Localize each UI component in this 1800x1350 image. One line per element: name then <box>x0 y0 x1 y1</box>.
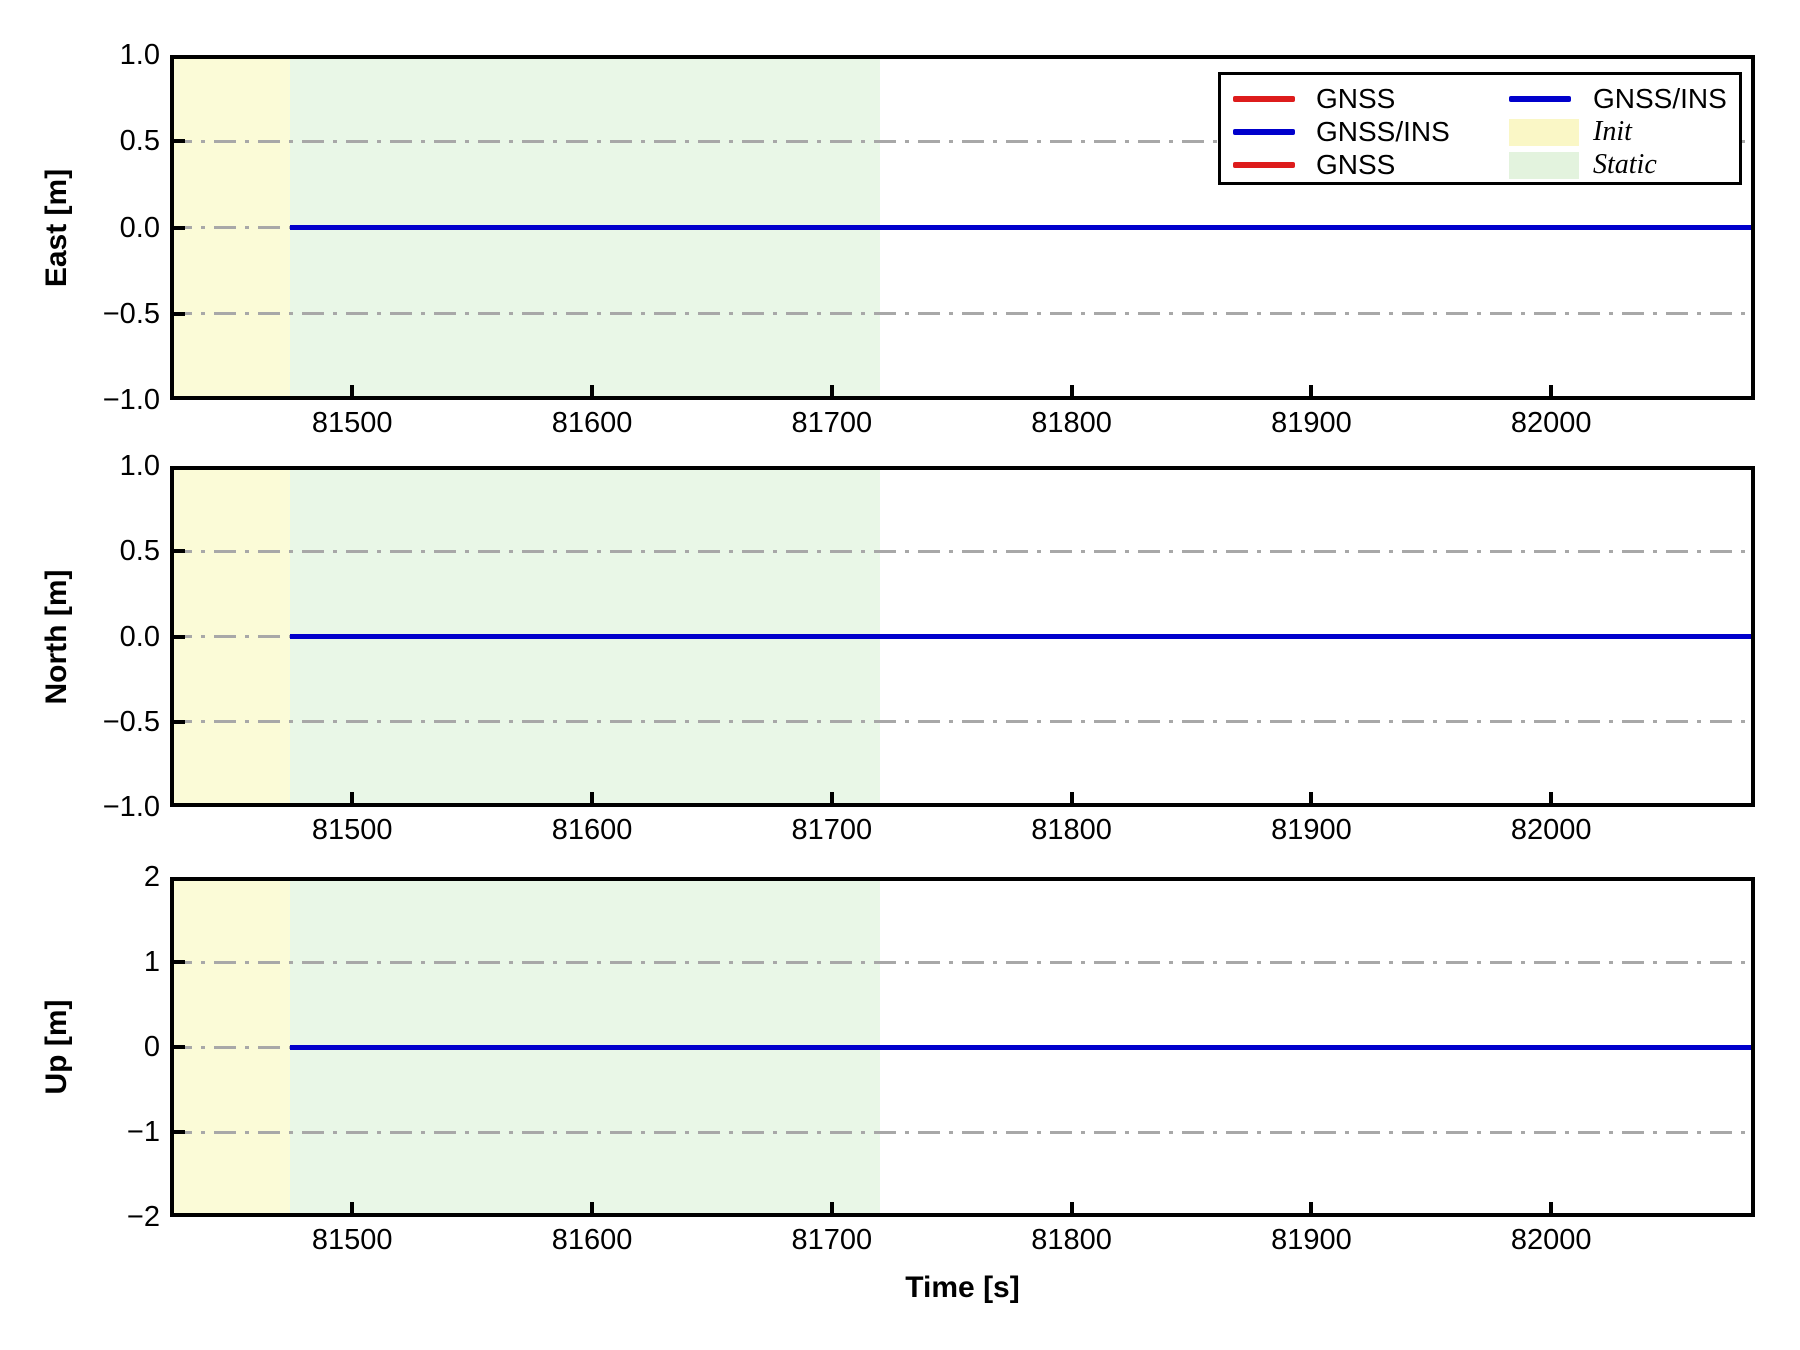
y-tick-label: 0.5 <box>119 535 160 568</box>
y-tick-label: 0.5 <box>119 125 160 158</box>
gridline-y--0.5 <box>170 312 1755 316</box>
x-tick-mark <box>350 385 355 400</box>
x-tick-mark <box>1549 1202 1554 1217</box>
x-axis-label: Time [s] <box>905 1271 1020 1304</box>
x-tick-label: 81500 <box>311 407 393 439</box>
x-tick-mark <box>350 792 355 807</box>
x-tick-label: 82000 <box>1510 407 1592 439</box>
y-axis-label-up: Up [m] <box>40 999 73 1095</box>
gnss-ins-line <box>289 225 1755 230</box>
legend-entry-gnss-swatch <box>1233 96 1295 102</box>
y-tick-label: 2 <box>143 861 160 893</box>
y-tick-label: 1.0 <box>119 450 160 482</box>
y-tick-mark <box>170 719 185 724</box>
legend-entry-gnss-ins-label: GNSS/INS <box>1316 116 1450 147</box>
x-tick-label: 81800 <box>1031 407 1112 439</box>
x-tick-label: 81700 <box>791 1224 873 1256</box>
subplot-up <box>170 877 1755 1217</box>
y-tick-mark <box>170 960 185 964</box>
subplot-north <box>170 466 1755 807</box>
legend: GNSS GNSS/INS GNSS GNSS/INS Init Static <box>1218 72 1742 185</box>
legend-entry-init-swatch <box>1509 119 1579 146</box>
x-tick-mark <box>829 1202 834 1217</box>
legend-entry-gnss-ins-swatch <box>1509 96 1571 102</box>
y-tick-mark <box>170 139 185 144</box>
x-tick-label: 81600 <box>551 1224 633 1256</box>
y-tick-label: 0.0 <box>119 211 160 244</box>
y-tick-label: 1 <box>143 946 160 978</box>
legend-entry-gnss-swatch <box>1233 162 1295 168</box>
y-axis-label-north: North [m] <box>40 569 73 704</box>
gridline-y-1 <box>170 960 1755 964</box>
x-tick-label: 81500 <box>311 1224 393 1256</box>
y-tick-mark <box>170 549 185 554</box>
x-tick-mark <box>829 385 834 400</box>
legend-entry-gnss-ins-label: GNSS/INS <box>1593 83 1727 114</box>
x-tick-label: 82000 <box>1510 814 1592 846</box>
x-tick-label: 81700 <box>791 407 873 439</box>
x-tick-mark <box>1549 792 1554 807</box>
x-tick-mark <box>590 385 595 400</box>
y-tick-label: −0.5 <box>102 297 160 330</box>
y-tick-mark <box>170 225 185 230</box>
x-tick-mark <box>1309 792 1314 807</box>
y-tick-label: −0.5 <box>102 705 160 738</box>
legend-entry-static-swatch <box>1509 152 1579 179</box>
y-tick-label: 1.0 <box>119 39 160 71</box>
x-tick-label: 82000 <box>1510 1224 1592 1256</box>
x-tick-mark <box>1309 1202 1314 1217</box>
x-tick-mark <box>1309 385 1314 400</box>
gnss-ins-line <box>289 1044 1755 1050</box>
y-tick-mark <box>170 1045 185 1049</box>
x-tick-label: 81700 <box>791 814 873 846</box>
y-axis-label-east: East [m] <box>40 168 73 287</box>
gnss-ins-line <box>289 634 1755 639</box>
x-tick-label: 81900 <box>1271 1224 1352 1256</box>
x-tick-mark <box>350 1202 355 1217</box>
gridline-y--0.5 <box>170 720 1755 724</box>
x-tick-label: 81900 <box>1271 407 1352 439</box>
legend-entry-gnss-ins-swatch <box>1233 129 1295 135</box>
x-tick-mark <box>1069 792 1074 807</box>
x-tick-label: 81600 <box>551 407 633 439</box>
y-tick-label: −1.0 <box>102 791 160 823</box>
y-tick-mark <box>170 1130 185 1134</box>
x-tick-mark <box>590 1202 595 1217</box>
gridline-y--1 <box>170 1130 1755 1134</box>
x-tick-mark <box>829 792 834 807</box>
x-tick-label: 81600 <box>551 814 633 846</box>
legend-entry-static-label: Static <box>1593 149 1657 180</box>
x-tick-label: 81500 <box>311 814 393 846</box>
x-tick-mark <box>590 792 595 807</box>
y-tick-mark <box>170 634 185 639</box>
x-tick-label: 81900 <box>1271 814 1352 846</box>
y-tick-label: −1.0 <box>102 384 160 416</box>
x-tick-label: 81800 <box>1031 1224 1112 1256</box>
x-tick-mark <box>1549 385 1554 400</box>
legend-entry-gnss-label: GNSS <box>1316 149 1396 180</box>
y-tick-label: −2 <box>126 1201 160 1233</box>
y-tick-mark <box>170 311 185 316</box>
y-tick-label: −1 <box>126 1116 160 1148</box>
x-tick-mark <box>1069 385 1074 400</box>
y-tick-label: 0.0 <box>119 620 160 653</box>
y-tick-label: 0 <box>143 1031 160 1063</box>
x-tick-label: 81800 <box>1031 814 1112 846</box>
x-tick-mark <box>1069 1202 1074 1217</box>
legend-entry-gnss-label: GNSS <box>1316 83 1396 114</box>
gridline-y-0.5 <box>170 139 1755 143</box>
legend-entry-init-label: Init <box>1593 116 1632 147</box>
gridline-y-0.5 <box>170 549 1755 553</box>
